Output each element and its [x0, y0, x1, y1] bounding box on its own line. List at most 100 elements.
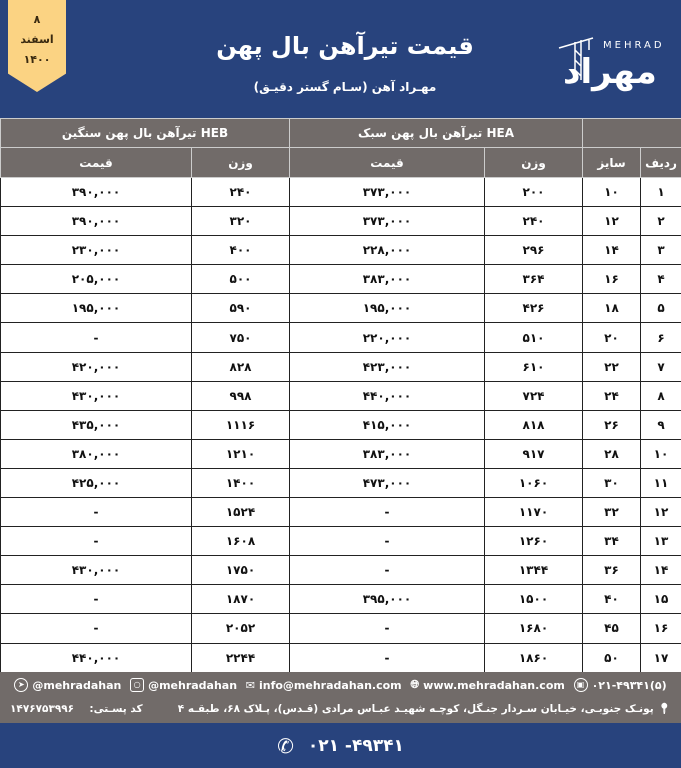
- hea-price-cell: ۳۹۵,۰۰۰: [289, 584, 485, 615]
- telegram-link[interactable]: ➤ @mehradahan: [14, 678, 121, 692]
- hea-weight-header: وزن: [484, 147, 583, 178]
- table-row: ۲۳۰,۰۰۰ ۴۰۰ ۲۲۸,۰۰۰ ۲۹۶ ۱۴ ۳: [0, 235, 681, 266]
- group-heb-header: تیرآهن بال پهن سنگین HEB: [0, 118, 290, 148]
- logo-text-fa: مهراد: [563, 52, 657, 92]
- row-number-cell: ۱۷: [640, 642, 681, 673]
- hea-price-cell: ۱۹۵,۰۰۰: [289, 293, 485, 324]
- mail-icon: ✉: [245, 678, 255, 692]
- heb-weight-cell: ۱۷۵۰: [191, 555, 290, 586]
- price-table: تیرآهن بال پهن سنگین HEB تیرآهن بال پهن …: [0, 118, 681, 673]
- hea-price-cell: ۴۲۳,۰۰۰: [289, 351, 485, 382]
- heb-weight-header: وزن: [191, 147, 290, 178]
- logo-text-en: MEHRAD: [603, 40, 665, 51]
- table-row: -۱۶۰۸-۱۲۶۰ ۳۴ ۱۳: [0, 526, 681, 557]
- hea-price-cell: ۲۲۰,۰۰۰: [289, 322, 485, 353]
- heb-weight-cell: ۹۹۸: [191, 380, 290, 411]
- heb-price-cell: -: [0, 497, 192, 528]
- instagram-link[interactable]: ○ @mehradahan: [130, 678, 237, 692]
- page-title: قیمت تیرآهن بال پهن: [216, 32, 474, 60]
- phone-number[interactable]: ۰۲۱ -۴۹۳۴۱: [307, 735, 404, 756]
- hea-weight-cell: ۲۹۶: [484, 235, 583, 266]
- heb-price-cell: ۴۳۰,۰۰۰: [0, 380, 192, 411]
- heb-price-cell: ۴۳۵,۰۰۰: [0, 409, 192, 440]
- row-number-cell: ۱۰: [640, 438, 681, 469]
- hea-price-cell: -: [289, 497, 485, 528]
- row-number-cell: ۱۳: [640, 526, 681, 557]
- hea-price-cell: ۴۷۳,۰۰۰: [289, 467, 485, 499]
- table-row: ۱۹۵,۰۰۰ ۵۹۰ ۱۹۵,۰۰۰ ۴۲۶ ۱۸ ۵: [0, 293, 681, 324]
- hea-price-cell: ۳۸۳,۰۰۰: [289, 264, 485, 295]
- size-cell: ۲۴: [582, 380, 641, 411]
- heb-weight-cell: ۱۴۰۰: [191, 467, 290, 499]
- table-row: -۱۸۷۰ ۳۹۵,۰۰۰ ۱۵۰۰ ۴۰ ۱۵: [0, 584, 681, 615]
- size-cell: ۳۰: [582, 467, 641, 499]
- row-number-cell: ۵: [640, 293, 681, 324]
- table-row: ۴۳۰,۰۰۰ ۹۹۸ ۴۴۰,۰۰۰ ۷۲۴ ۲۴ ۸: [0, 380, 681, 411]
- hea-weight-cell: ۱۲۶۰: [484, 526, 583, 557]
- table-row: ۴۴۰,۰۰۰ ۲۲۴۴-۱۸۶۰ ۵۰ ۱۷: [0, 642, 681, 673]
- row-number-cell: ۳: [640, 235, 681, 266]
- table-row: ۳۹۰,۰۰۰ ۲۴۰ ۳۷۳,۰۰۰ ۲۰۰ ۱۰ ۱: [0, 176, 681, 208]
- heb-weight-cell: ۱۱۱۶: [191, 409, 290, 440]
- fax-icon: ▣: [573, 678, 588, 692]
- row-number-cell: ۹: [640, 409, 681, 440]
- row-number-cell: ۲: [640, 206, 681, 237]
- row-number-cell: ۱۶: [640, 613, 681, 644]
- size-cell: ۵۰: [582, 642, 641, 673]
- size-cell: ۱۰: [582, 176, 641, 208]
- row-number-cell: ۱۲: [640, 497, 681, 528]
- date-badge: ۸ اسفند ۱۴۰۰: [8, 0, 66, 92]
- heb-weight-cell: ۵۹۰: [191, 293, 290, 324]
- size-cell: ۲۶: [582, 409, 641, 440]
- email-text: info@mehradahan.com: [258, 678, 402, 692]
- size-cell: ۴۰: [582, 584, 641, 615]
- table-row: -۱۵۲۴-۱۱۷۰ ۳۲ ۱۲: [0, 497, 681, 528]
- address: 📍︎ پونـک جنوبـی، خیـابان سـردار جنـگل، کو…: [178, 702, 671, 716]
- date-year: ۱۴۰۰: [23, 53, 51, 66]
- hea-weight-cell: ۲۴۰: [484, 206, 583, 237]
- group-hea-header: تیرآهن بال پهن سبک HEA: [289, 118, 583, 148]
- globe-icon: 🌐︎: [410, 678, 420, 691]
- hea-price-cell: -: [289, 555, 485, 586]
- table-row: ۳۹۰,۰۰۰ ۳۲۰ ۳۷۳,۰۰۰ ۲۴۰ ۱۲ ۲: [0, 206, 681, 237]
- hea-price-cell: ۴۴۰,۰۰۰: [289, 380, 485, 411]
- hea-weight-cell: ۵۱۰: [484, 322, 583, 353]
- page-subtitle: مهـراد آهن (سـام گستر دقیـق): [253, 80, 437, 94]
- phone-icon: ✆: [277, 733, 294, 758]
- hea-weight-cell: ۱۶۸۰: [484, 613, 583, 644]
- size-cell: ۱۶: [582, 264, 641, 295]
- website-link[interactable]: 🌐︎ www.mehradahan.com: [410, 678, 564, 692]
- heb-price-cell: -: [0, 613, 192, 644]
- heb-weight-cell: ۵۰۰: [191, 264, 290, 295]
- hea-weight-cell: ۱۵۰۰: [484, 584, 583, 615]
- hea-weight-cell: ۹۱۷: [484, 438, 583, 469]
- hea-price-cell: ۲۲۸,۰۰۰: [289, 235, 485, 266]
- heb-price-cell: ۳۹۰,۰۰۰: [0, 206, 192, 237]
- hea-price-cell: ۳۷۳,۰۰۰: [289, 206, 485, 237]
- email-link[interactable]: ✉ info@mehradahan.com: [246, 679, 402, 692]
- size-cell: ۲۸: [582, 438, 641, 469]
- heb-price-cell: -: [0, 526, 192, 557]
- size-cell: ۴۵: [582, 613, 641, 644]
- heb-weight-cell: ۲۲۴۴: [191, 642, 290, 673]
- heb-price-cell: -: [0, 584, 192, 615]
- row-number-cell: ۱: [640, 176, 681, 208]
- date-month: اسفند: [20, 33, 54, 46]
- heb-price-header: قیمت: [0, 147, 192, 178]
- row-number-cell: ۸: [640, 380, 681, 411]
- postal-code: کد پسـتی: ۱۴۷۶۷۵۳۹۹۶: [10, 703, 143, 715]
- hea-price-cell: ۴۱۵,۰۰۰: [289, 409, 485, 440]
- row-number-cell: ۱۵: [640, 584, 681, 615]
- hea-weight-cell: ۱۱۷۰: [484, 497, 583, 528]
- hea-price-cell: -: [289, 613, 485, 644]
- hea-price-cell: -: [289, 642, 485, 673]
- heb-price-cell: ۱۹۵,۰۰۰: [0, 293, 192, 324]
- heb-weight-cell: ۳۲۰: [191, 206, 290, 237]
- hea-weight-cell: ۸۱۸: [484, 409, 583, 440]
- heb-price-cell: ۴۳۰,۰۰۰: [0, 555, 192, 586]
- heb-weight-cell: ۲۰۵۲: [191, 613, 290, 644]
- hea-weight-cell: ۲۰۰: [484, 176, 583, 208]
- heb-price-cell: ۲۰۵,۰۰۰: [0, 264, 192, 295]
- hea-price-header: قیمت: [289, 147, 485, 178]
- hea-weight-cell: ۴۲۶: [484, 293, 583, 324]
